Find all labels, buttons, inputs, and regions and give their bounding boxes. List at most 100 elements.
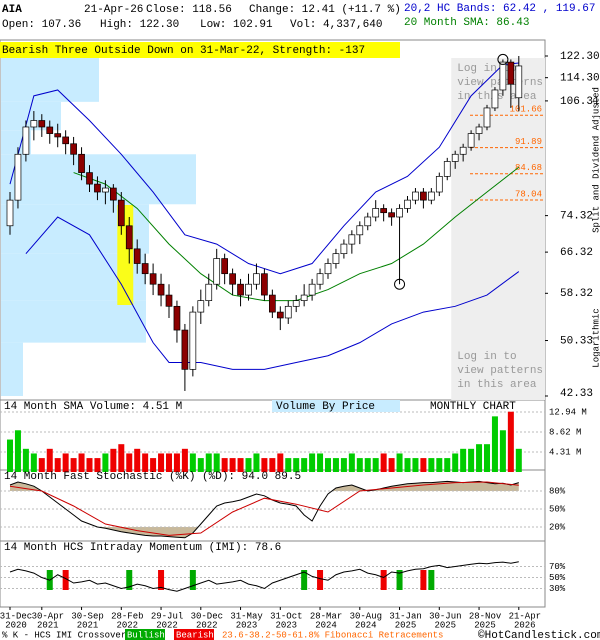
candle-body (165, 294, 173, 307)
volume-bar (412, 458, 419, 472)
y-axis-label: Logarithmic (591, 308, 600, 367)
bullish-crossover (428, 570, 435, 590)
candle-body (380, 208, 387, 214)
candle-body (94, 183, 101, 193)
bearish-crossover (62, 570, 69, 590)
bearish-crossover (420, 570, 427, 590)
candle-body (467, 133, 475, 148)
volume-by-price-bar (1, 342, 23, 396)
legend-label: % K - HCS IMI Crossover: (2, 630, 132, 640)
y-tick-label: 50.33 (560, 335, 593, 347)
volume-bar (62, 453, 69, 472)
candle-body (372, 208, 380, 218)
y-tick-label: 74.32 (560, 211, 593, 223)
volume-bar (78, 453, 85, 472)
y-tick-label: 106.31 (560, 96, 600, 108)
candle-body (133, 248, 141, 264)
volume-bar (372, 458, 379, 472)
candle-body (420, 191, 427, 201)
x-tick-label: 2020 (5, 620, 27, 630)
x-tick-label: 2022 (116, 620, 138, 630)
y-tick-label: 12.94 M (549, 407, 587, 417)
fib-note: 23.6-38.2-50-61.8% Fibonacci Retracement… (222, 630, 443, 640)
volume-bar (205, 453, 212, 472)
volume-bar (285, 458, 292, 472)
x-tick-label: 31-Oct (270, 611, 302, 621)
volume-bar (340, 458, 347, 472)
x-tick-label: 31-Jan (389, 611, 421, 621)
y-tick-label: 42.33 (560, 388, 593, 400)
x-tick-label: 2023 (275, 620, 297, 630)
volume-by-price-bar (1, 154, 196, 205)
volume-bar (166, 453, 172, 472)
candle-body (245, 283, 252, 296)
volume-bar (237, 458, 244, 472)
candle-body (30, 120, 38, 128)
volume-bar (189, 453, 196, 472)
volume-bar (468, 448, 475, 472)
candle-body (117, 199, 125, 227)
candle-body (102, 187, 109, 193)
pattern-banner (0, 42, 400, 58)
signal-circle (497, 53, 509, 65)
x-tick-label: 2024 (355, 620, 377, 630)
volume-bar (420, 458, 427, 472)
candle-body (269, 294, 276, 313)
bullish-crossover (126, 570, 133, 590)
candle-body (86, 172, 93, 185)
candle-body (205, 283, 213, 301)
candle-body (340, 243, 348, 255)
volume-bar (253, 453, 260, 472)
volume-bar (197, 458, 204, 472)
y-tick-label: 30% (549, 584, 566, 594)
volume-bar (102, 453, 109, 472)
sma-info: 20 Month SMA: 86.43 (404, 17, 529, 29)
candle-body (221, 258, 228, 275)
volume-bar (396, 453, 403, 472)
x-tick-label: 21-Apr (509, 611, 541, 621)
candle-body (428, 191, 435, 201)
x-tick-label: 28-Nov (469, 611, 502, 621)
x-tick-label: 30-Dec (191, 611, 223, 621)
volume-bar (46, 448, 53, 472)
x-tick-label: 28-Feb (111, 611, 143, 621)
candle-body (173, 305, 181, 331)
volume-bar (70, 458, 77, 472)
candle-body (14, 153, 22, 201)
volume-bar (142, 453, 149, 472)
stoch-line (9, 481, 519, 536)
candle-body (78, 153, 85, 173)
volume-bar (444, 458, 451, 472)
login-overlay (451, 58, 545, 400)
candle-body (459, 146, 467, 155)
volume-bar (325, 458, 331, 472)
candle-body (308, 283, 316, 296)
low: Low: 102.91 (200, 19, 273, 31)
credit: ©HotCandlestick.com (478, 630, 600, 640)
panel-title: MONTHLY CHART (430, 401, 516, 413)
volume-bar (348, 453, 355, 472)
candle-body (6, 199, 14, 227)
volume-bar (364, 458, 371, 472)
volume-bar (404, 458, 411, 472)
candle-body (443, 161, 451, 177)
legend-swatch (174, 629, 214, 640)
fib-label: 84.68 (515, 163, 542, 173)
candle-body (348, 234, 356, 245)
open: Open: 107.36 (2, 19, 81, 31)
candle-body (356, 225, 364, 236)
candle-body (213, 258, 221, 285)
volume-bar (356, 458, 363, 472)
candle-body (181, 329, 189, 370)
y-tick-label: 80% (549, 486, 566, 496)
x-tick-label: 2025 (434, 620, 456, 630)
panel-title: 14 Month SMA Volume: 4.51 M (4, 401, 182, 413)
bearish-crossover (317, 570, 324, 590)
volume-bar (134, 448, 141, 472)
volume-bar (380, 453, 387, 472)
title-bg (272, 400, 400, 412)
volume-bar (158, 453, 165, 472)
candle-body (435, 176, 443, 193)
volume-bar (86, 458, 93, 472)
